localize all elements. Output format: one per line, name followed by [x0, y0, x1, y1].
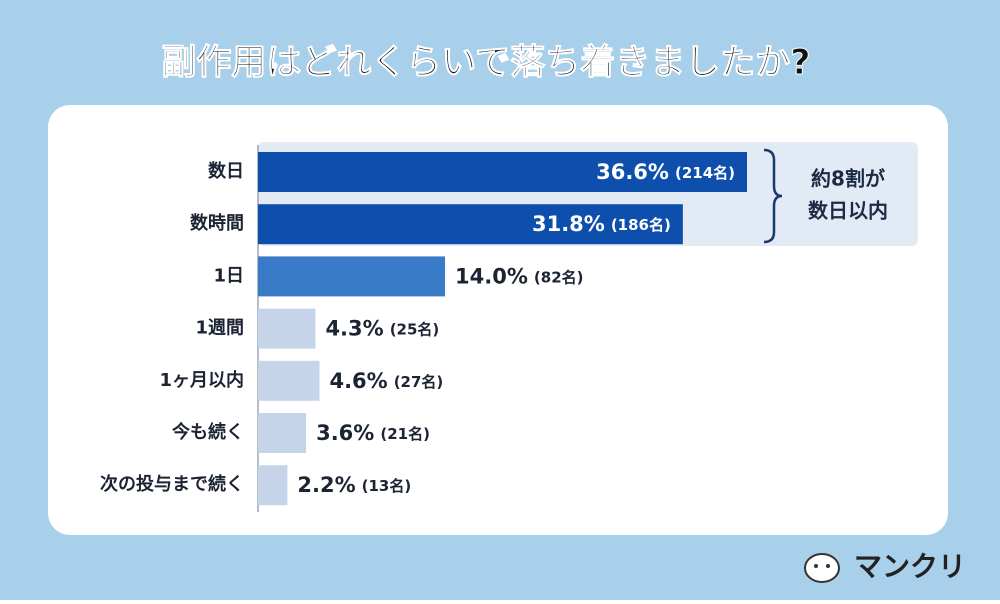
bar: [258, 204, 683, 245]
value-label-count: (21名): [380, 425, 430, 443]
value-label: 4.3% (25名): [325, 317, 439, 341]
bar: [258, 308, 316, 349]
y-tick-label: 次の投与まで続く: [100, 473, 244, 495]
value-label: 14.0% (82名): [455, 264, 583, 288]
bar: [258, 256, 446, 297]
value-label-count: (27名): [394, 372, 444, 390]
value-label-count: (214名): [675, 164, 735, 182]
y-tick-label: 1ヶ月以内: [159, 369, 244, 391]
value-label: 36.6% (214名): [596, 160, 735, 184]
value-label-percent: 36.6%: [596, 160, 669, 184]
annotation: 数日以内: [808, 199, 888, 223]
logo: マンクリ: [804, 550, 966, 583]
value-label: 2.2% (13名): [297, 473, 411, 497]
value-label-percent: 4.3%: [325, 317, 383, 341]
y-tick-label: 数日: [208, 160, 244, 182]
y-tick-label: 今も続く: [172, 421, 244, 443]
logo-icon: [826, 564, 830, 568]
y-tick-label: 数時間: [190, 212, 244, 234]
value-label-count: (186名): [611, 216, 671, 234]
annotation: 約8割が: [811, 167, 885, 191]
value-label-percent: 31.8%: [532, 212, 605, 236]
value-label: 3.6% (21名): [316, 421, 430, 445]
value-label-percent: 2.2%: [297, 473, 355, 497]
bar: [258, 413, 307, 453]
chart-title: 副作用はどれくらいで落ち着きましたか?: [161, 43, 810, 83]
value-label-percent: 4.6%: [329, 369, 387, 393]
bar: [258, 465, 288, 506]
value-label-count: (82名): [534, 268, 584, 286]
bar: [258, 152, 747, 192]
value-label-count: (13名): [362, 477, 412, 495]
logo-text: マンクリ: [854, 550, 966, 583]
y-tick-label: 1週間: [195, 318, 244, 339]
bracket: [763, 148, 783, 244]
value-label: 4.6% (27名): [329, 369, 443, 393]
value-label-percent: 14.0%: [455, 264, 528, 288]
logo-icon: [804, 553, 840, 583]
bar: [258, 360, 320, 401]
y-tick-label: 1日: [213, 265, 244, 286]
value-label-count: (25名): [390, 320, 440, 338]
logo-icon: [814, 564, 818, 568]
value-label: 31.8% (186名): [532, 212, 671, 236]
value-label-percent: 3.6%: [316, 421, 374, 445]
